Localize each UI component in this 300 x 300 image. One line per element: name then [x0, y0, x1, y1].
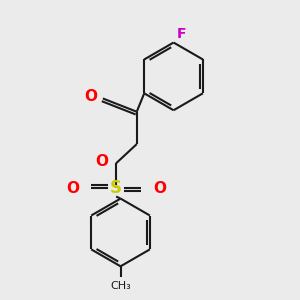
Text: O: O: [66, 181, 79, 196]
Text: O: O: [95, 154, 108, 169]
Text: O: O: [153, 181, 166, 196]
Text: F: F: [177, 27, 187, 41]
Text: O: O: [85, 89, 98, 104]
Text: CH₃: CH₃: [110, 281, 131, 291]
Text: S: S: [110, 179, 122, 197]
